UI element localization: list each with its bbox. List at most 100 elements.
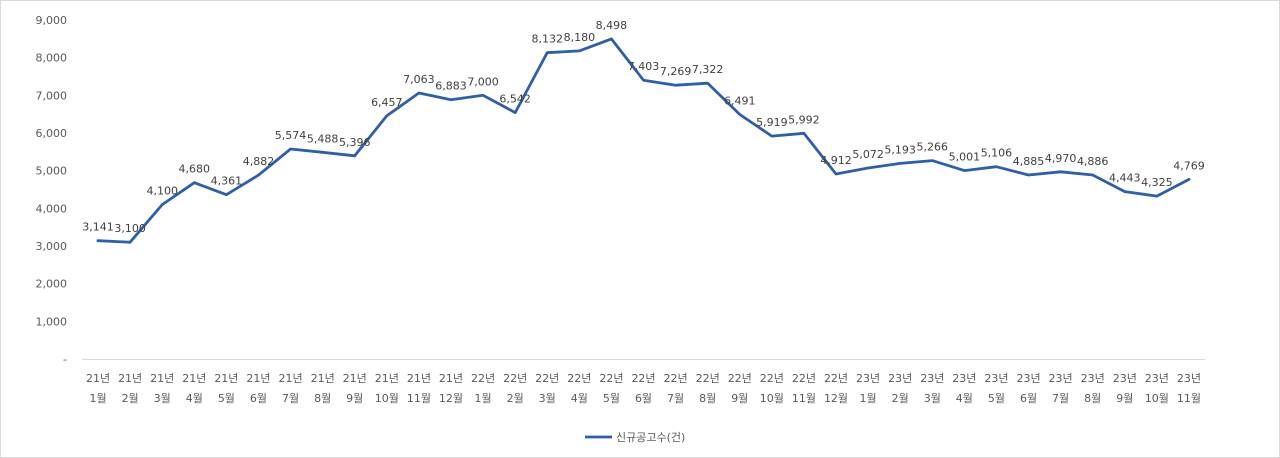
data-point <box>674 84 677 87</box>
data-point <box>995 165 998 168</box>
data-point <box>738 113 741 116</box>
series-group <box>96 37 1191 244</box>
data-point <box>834 172 838 176</box>
data-label: 5,574 <box>275 129 307 142</box>
x-tick-label: 22년 11월 <box>792 372 816 405</box>
data-point <box>321 151 324 154</box>
x-tick-label: 22년 3월 <box>535 372 559 405</box>
data-label: 6,457 <box>371 96 403 109</box>
data-label: 5,001 <box>949 151 981 164</box>
data-point <box>1155 194 1159 198</box>
data-label: 7,269 <box>660 65 692 78</box>
data-point <box>578 49 581 53</box>
data-label: 7,000 <box>467 75 499 88</box>
data-label: 4,769 <box>1173 159 1205 172</box>
data-label: 5,992 <box>788 113 820 126</box>
data-point <box>1027 173 1030 177</box>
x-tick-label: 21년 10월 <box>375 372 399 405</box>
y-tick-label: 1,000 <box>36 315 68 328</box>
x-tick-label: 21년 2월 <box>118 372 142 405</box>
data-point <box>642 78 645 82</box>
x-tick-label: 21년 12월 <box>439 372 463 405</box>
x-tick-label: 22년 10월 <box>760 372 784 405</box>
data-point <box>706 82 709 85</box>
x-tick-label: 22년 1월 <box>471 372 495 405</box>
x-tick-label: 22년 4월 <box>567 372 591 405</box>
data-point <box>417 91 421 95</box>
data-point <box>257 173 260 177</box>
data-label: 8,498 <box>596 19 628 32</box>
y-tick-label: 9,000 <box>36 14 68 27</box>
x-tick-label: 23년 7월 <box>1049 372 1073 405</box>
data-point <box>161 203 164 206</box>
data-point <box>449 98 453 101</box>
y-tick-label: 3,000 <box>36 240 68 253</box>
x-tick-label: 21년 5월 <box>214 372 238 405</box>
data-point <box>513 111 517 114</box>
data-label: 5,106 <box>981 147 1013 160</box>
x-tick-label: 21년 11월 <box>407 372 431 405</box>
data-label: 5,266 <box>917 141 949 154</box>
y-tick-label: 6,000 <box>36 127 68 140</box>
data-point <box>1187 178 1191 181</box>
x-tick-label: 21년 9월 <box>343 372 367 405</box>
data-point <box>193 181 196 184</box>
data-point <box>1059 170 1062 173</box>
y-tick-label: 5,000 <box>36 165 68 178</box>
data-point <box>128 241 132 244</box>
x-tick-label: 22년 2월 <box>503 372 527 405</box>
data-point <box>770 134 774 138</box>
y-axis: - 1,000 2,000 3,000 4,000 5,000 6,000 7,000 8,00… <box>36 14 68 366</box>
y-tick-label: 2,000 <box>36 278 68 291</box>
x-tick-label: 23년 5월 <box>984 372 1008 405</box>
data-label: 3,100 <box>114 222 146 235</box>
x-tick-label: 23년 8월 <box>1081 372 1105 405</box>
data-point <box>866 166 870 170</box>
x-tick-label: 21년 4월 <box>182 372 206 405</box>
x-tick-label: 22년 6월 <box>631 372 655 405</box>
data-label: 4,325 <box>1141 176 1173 189</box>
x-tick-label: 22년 12월 <box>824 372 848 405</box>
data-point <box>898 162 902 165</box>
x-tick-label: 23년 10월 <box>1145 372 1169 405</box>
x-tick-label: 21년 1월 <box>86 372 110 405</box>
x-tick-label: 22년 7월 <box>664 372 688 405</box>
y-tick-label: 8,000 <box>36 52 68 65</box>
x-tick-label: 21년 7월 <box>278 372 302 405</box>
data-point <box>1123 190 1126 193</box>
data-point <box>96 239 100 242</box>
data-label: 4,885 <box>1013 155 1045 168</box>
data-point <box>289 147 292 151</box>
data-point <box>963 169 966 172</box>
data-label: 3,141 <box>82 221 114 234</box>
y-tick-label: 7,000 <box>36 89 68 102</box>
x-tick-label: 22년 5월 <box>599 372 623 405</box>
legend-label: 신규공고수(건) <box>616 431 685 444</box>
data-label: 5,193 <box>884 143 916 156</box>
data-label: 4,361 <box>211 175 243 188</box>
data-point <box>353 154 356 157</box>
data-point <box>931 159 934 162</box>
data-label: 6,491 <box>724 95 756 108</box>
x-axis: 21년 1월 21년 2월 21년 3월 21년 4월 21년 5월 21년 6월 21년 7월 21년 8월… <box>82 359 1205 405</box>
data-point <box>1091 173 1094 177</box>
data-label: 4,100 <box>146 185 178 198</box>
data-label: 7,322 <box>692 63 724 76</box>
data-label: 4,882 <box>243 155 275 168</box>
y-tick-label: 4,000 <box>36 202 68 215</box>
data-label: 4,443 <box>1109 172 1141 185</box>
x-tick-label: 21년 6월 <box>246 372 270 405</box>
x-tick-label: 23년 6월 <box>1016 372 1040 405</box>
legend: 신규공고수(건) <box>585 431 685 444</box>
data-point <box>225 193 228 196</box>
data-label: 6,542 <box>499 93 531 106</box>
data-label: 5,396 <box>339 136 371 149</box>
x-tick-label: 21년 3월 <box>150 372 174 405</box>
data-label: 4,970 <box>1045 152 1077 165</box>
x-tick-label: 23년 9월 <box>1113 372 1137 405</box>
x-tick-label: 21년 8월 <box>311 372 335 405</box>
x-tick-label: 23년 4월 <box>952 372 976 405</box>
data-point <box>610 37 613 41</box>
